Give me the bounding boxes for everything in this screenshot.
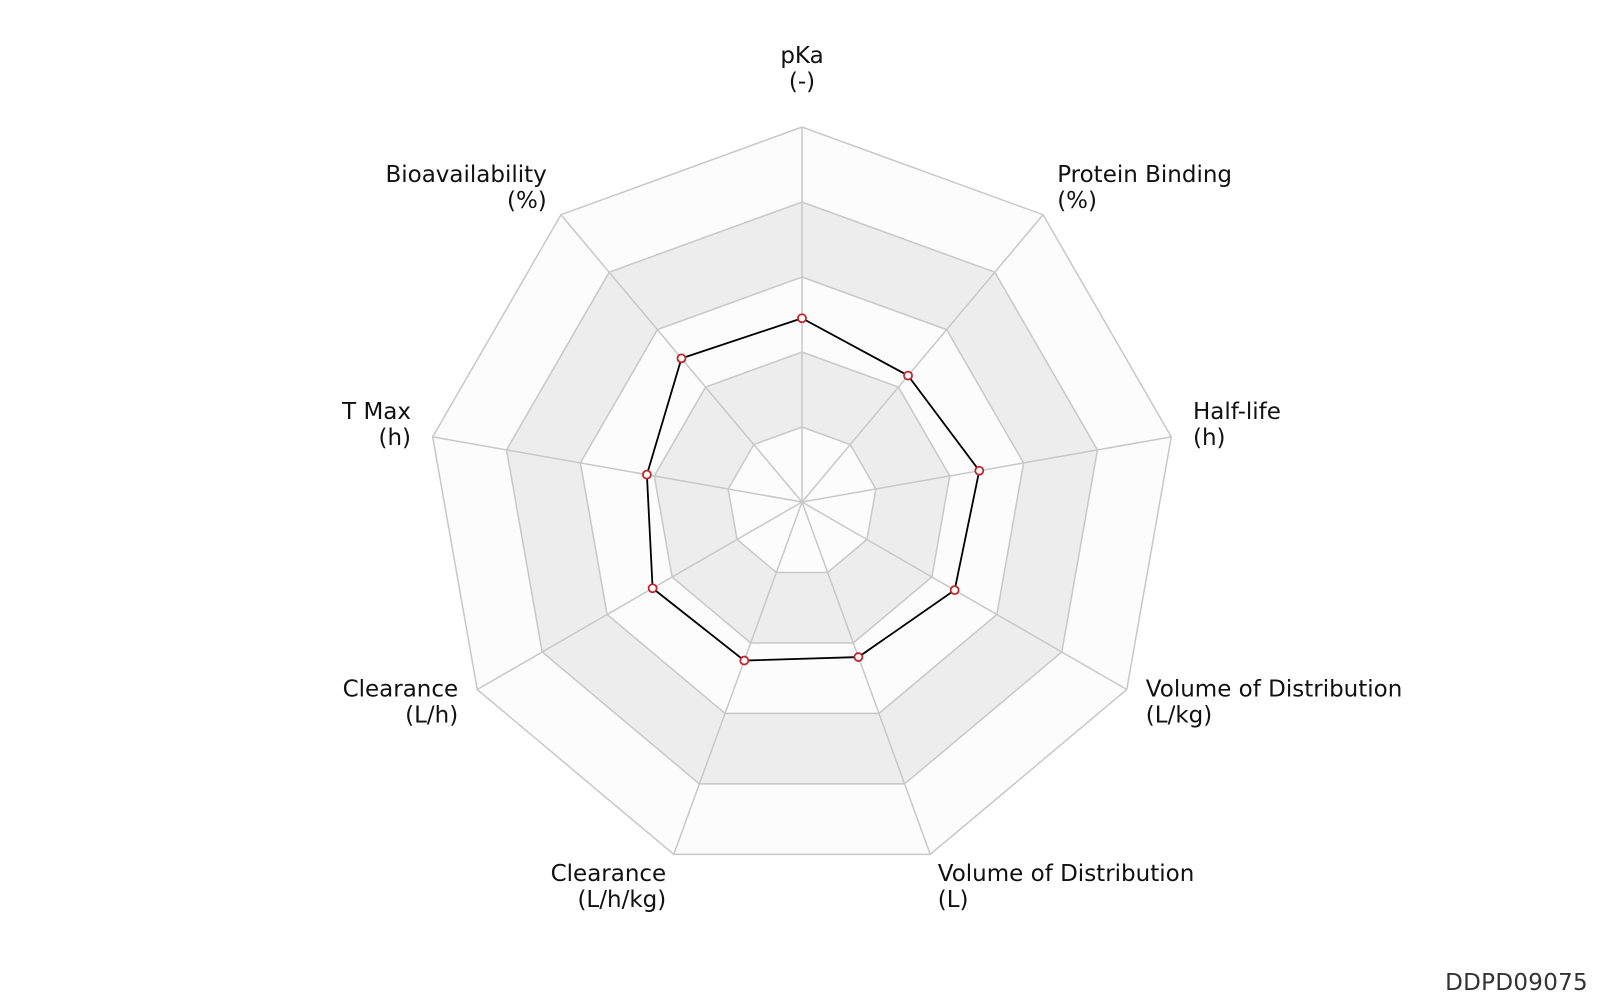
axis-label-8-unit: (%)	[507, 188, 547, 214]
axis-label-4-name: Volume of Distribution	[938, 861, 1195, 887]
data-point-6	[647, 583, 658, 594]
spoke-6	[476, 501, 803, 691]
axis-label-6-unit: (L/h)	[405, 703, 458, 729]
radar-series	[641, 313, 985, 666]
series-line-0	[645, 317, 981, 662]
spoke-2	[801, 436, 1172, 503]
axis-label-7-unit: (h)	[378, 425, 411, 451]
axis-label-3-name: Volume of Distribution	[1146, 677, 1403, 703]
axis-label-4-unit: (L)	[938, 887, 969, 913]
axis-label-1-unit: (%)	[1057, 188, 1097, 214]
spoke-3	[801, 501, 1128, 691]
axis-label-5-name: Clearance	[551, 861, 667, 887]
axis-label-0-name: pKa	[780, 43, 823, 69]
data-point-8	[676, 353, 687, 364]
spoke-7	[432, 436, 803, 503]
chart-id-label: DDPD09075	[1445, 970, 1588, 996]
axis-label-5-unit: (L/h/kg)	[577, 887, 666, 913]
data-point-1	[903, 370, 913, 381]
radar-axis-labels: pKa(-)Protein Binding(%)Half-life(h)Volu…	[341, 43, 1402, 913]
axis-label-1-name: Protein Binding	[1057, 162, 1232, 188]
data-point-4	[853, 652, 864, 662]
axis-label-0-unit: (-)	[789, 69, 815, 95]
axis-label-3-unit: (L/kg)	[1146, 703, 1212, 729]
axis-label-7-name: T Max	[341, 399, 411, 425]
axis-label-2-unit: (h)	[1193, 425, 1226, 451]
data-point-0	[797, 313, 807, 324]
spoke-4	[801, 501, 931, 855]
axis-label-6-name: Clearance	[343, 677, 459, 703]
data-point-2	[974, 465, 985, 476]
data-point-7	[641, 469, 652, 480]
spoke-1	[801, 214, 1044, 503]
data-point-5	[739, 655, 750, 666]
spoke-5	[673, 501, 803, 855]
data-point-3	[949, 585, 960, 596]
axis-label-2-name: Half-life	[1193, 399, 1281, 425]
axis-label-8-name: Bioavailability	[385, 162, 546, 188]
